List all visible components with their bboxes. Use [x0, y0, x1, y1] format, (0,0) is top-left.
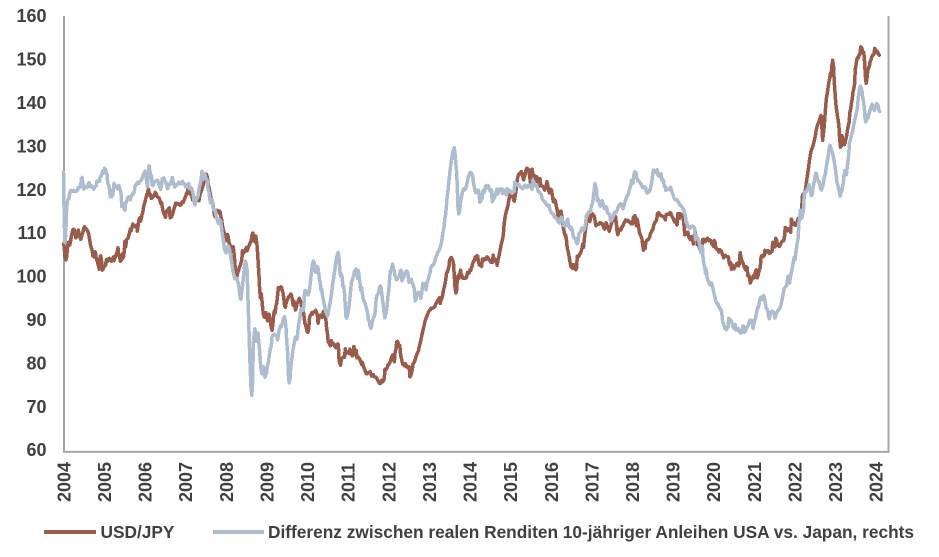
svg-text:USD/JPY: USD/JPY [101, 522, 175, 542]
svg-text:Differenz zwischen realen Rend: Differenz zwischen realen Renditen 10-jä… [268, 522, 914, 542]
svg-text:2017: 2017 [582, 462, 602, 502]
svg-text:2015: 2015 [501, 462, 521, 502]
svg-text:2024: 2024 [867, 462, 887, 502]
svg-text:80: 80 [26, 353, 46, 373]
svg-text:2021: 2021 [745, 462, 765, 502]
svg-text:90: 90 [26, 310, 46, 330]
svg-text:130: 130 [16, 136, 46, 156]
svg-text:150: 150 [16, 50, 46, 70]
svg-text:2012: 2012 [379, 462, 399, 502]
svg-text:2018: 2018 [623, 462, 643, 502]
svg-text:2022: 2022 [786, 462, 806, 502]
svg-text:160: 160 [16, 6, 46, 26]
svg-text:140: 140 [16, 93, 46, 113]
svg-text:2020: 2020 [704, 462, 724, 502]
svg-text:2016: 2016 [542, 462, 562, 502]
svg-text:2008: 2008 [217, 462, 237, 502]
svg-text:2023: 2023 [826, 462, 846, 502]
svg-text:70: 70 [26, 397, 46, 417]
svg-text:2014: 2014 [461, 462, 481, 502]
svg-text:2005: 2005 [95, 462, 115, 502]
svg-text:2011: 2011 [339, 463, 359, 502]
svg-text:2013: 2013 [420, 462, 440, 502]
svg-text:2007: 2007 [176, 462, 196, 502]
svg-text:2019: 2019 [664, 462, 684, 502]
svg-text:2010: 2010 [298, 462, 318, 502]
svg-text:2004: 2004 [54, 462, 74, 502]
svg-text:100: 100 [16, 267, 46, 287]
svg-text:2006: 2006 [136, 462, 156, 502]
svg-text:60: 60 [26, 440, 46, 460]
svg-text:2009: 2009 [258, 462, 278, 502]
svg-text:120: 120 [16, 180, 46, 200]
svg-text:110: 110 [17, 223, 46, 243]
